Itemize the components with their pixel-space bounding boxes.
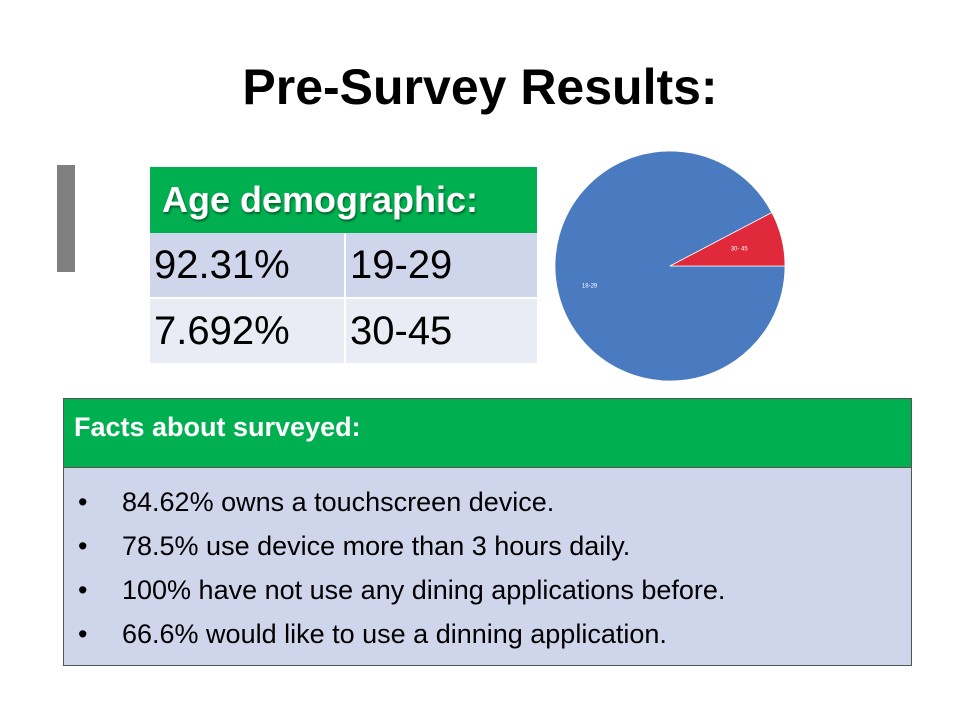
slide-title: Pre-Survey Results: [242,59,718,115]
fact-text: 78.5% use device more than 3 hours daily… [122,531,631,561]
table-row: 7.692% 30-45 [150,298,537,363]
list-item: • 78.5% use device more than 3 hours dail… [78,524,911,568]
age-range-cell: 30-45 [345,298,537,363]
fact-text: 66.6% would like to use a dinning applic… [122,619,667,649]
age-pie-chart: 18-29 30- 45 [554,150,786,382]
fact-text: 100% have not use any dining application… [122,575,726,605]
list-item: • 100% have not use any dining applicatio… [78,568,911,612]
age-table-header-row: Age demographic: [150,167,537,233]
age-range-cell: 19-29 [345,233,537,299]
age-percent-cell: 7.692% [150,298,346,363]
facts-box: Facts about surveyed: • 84.62% owns a tou… [63,398,912,666]
bullet-glyph: • [78,619,88,649]
pie-slice-30-45 [669,212,786,267]
age-percent-cell: 92.31% [150,233,346,299]
facts-header: Facts about surveyed: [64,399,911,468]
side-accent-bar [57,165,75,272]
bullet-glyph: • [78,487,88,517]
age-demographic-table: Age demographic: 92.31% 19-29 7.692% 30-… [150,167,537,363]
bullet-glyph: • [78,575,88,605]
bullet-glyph: • [78,531,88,561]
pie-label: 30- 45 [731,247,749,253]
list-item: • 84.62% owns a touchscreen device. [78,480,911,524]
fact-text: 84.62% owns a touchscreen device. [122,487,555,517]
pie-label: 18-29 [582,283,598,289]
facts-list: • 84.62% owns a touchscreen device. • 78.5… [64,468,911,656]
list-item: • 66.6% would like to use a dinning appli… [78,612,911,656]
age-table-header: Age demographic: [162,179,479,220]
table-row: 92.31% 19-29 [150,233,537,299]
